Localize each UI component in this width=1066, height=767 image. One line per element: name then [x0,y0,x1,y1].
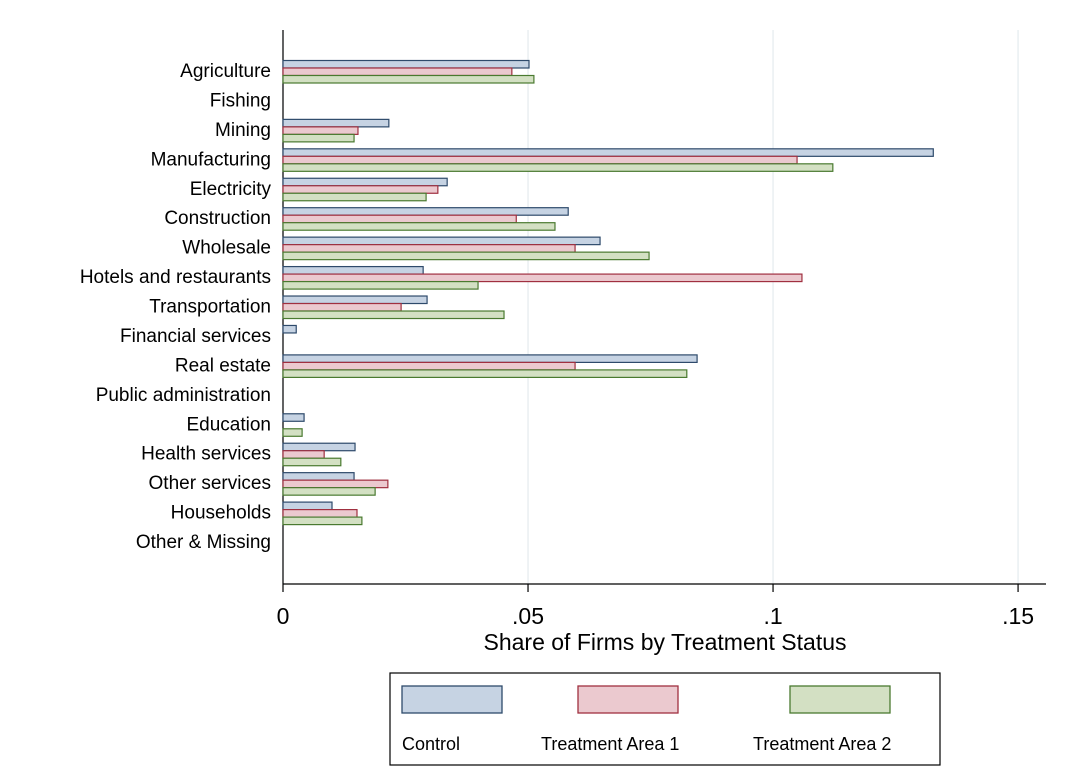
bar [282,501,333,511]
y-tick-label: Other & Missing [136,532,271,553]
bar [282,310,505,320]
bar [282,457,342,467]
bar [282,236,601,246]
y-tick-label: Education [186,414,271,435]
y-tick-label: Electricity [190,179,272,200]
bar [282,295,428,305]
bar [282,59,530,69]
bar [282,516,363,526]
x-axis-label: Share of Firms by Treatment Status [483,629,846,655]
bar [282,244,576,253]
y-tick-label: Agriculture [180,61,271,82]
bar [282,354,698,363]
bar [282,207,569,216]
x-tick-label: .1 [763,603,782,629]
bar [282,214,517,224]
bar [282,361,576,371]
y-tick-label: Mining [215,120,271,141]
y-tick-label: Health services [141,444,271,465]
y-tick-label: Wholesale [182,238,271,259]
legend-label: Treatment Area 2 [753,734,891,754]
bar [282,192,427,202]
bar [282,273,803,283]
y-tick-label: Transportation [149,297,271,318]
legend-box [389,672,941,766]
x-tick-label: .05 [512,603,544,629]
bar [282,280,479,290]
bar [282,487,376,496]
y-tick-label: Public administration [96,385,271,406]
bar [282,472,355,481]
y-tick-label: Construction [164,208,271,229]
bar [282,302,402,312]
y-tick-label: Fishing [210,90,271,111]
y-tick-label: Households [171,503,271,524]
y-tick-label: Financial services [120,326,271,347]
bar [282,163,834,172]
bar [282,185,439,194]
bar [282,324,297,334]
bar [282,126,359,135]
bar [282,177,448,187]
bar [282,369,688,378]
y-tick-label: Other services [149,473,271,494]
bar [282,442,356,452]
bar [282,74,535,84]
bar [282,67,513,77]
bar [282,222,556,231]
bar [282,265,424,275]
bar [282,413,305,422]
x-tick-label: 0 [277,603,290,629]
y-tick-label: Hotels and restaurants [80,267,271,288]
bar [282,118,390,128]
y-tick-label: Real estate [175,355,271,376]
bar [282,155,798,165]
y-tick-label: Manufacturing [151,149,271,170]
legend-key [577,685,679,714]
bar [282,479,389,489]
legend-key [401,685,503,714]
bar [282,450,325,459]
bar [282,148,934,157]
legend-key [789,685,891,714]
legend-label: Treatment Area 1 [541,734,679,754]
bar [282,428,303,437]
bar [282,133,355,143]
x-tick-label: .15 [1002,603,1034,629]
legend-label: Control [402,734,460,754]
bar [282,509,358,518]
bar [282,251,650,261]
